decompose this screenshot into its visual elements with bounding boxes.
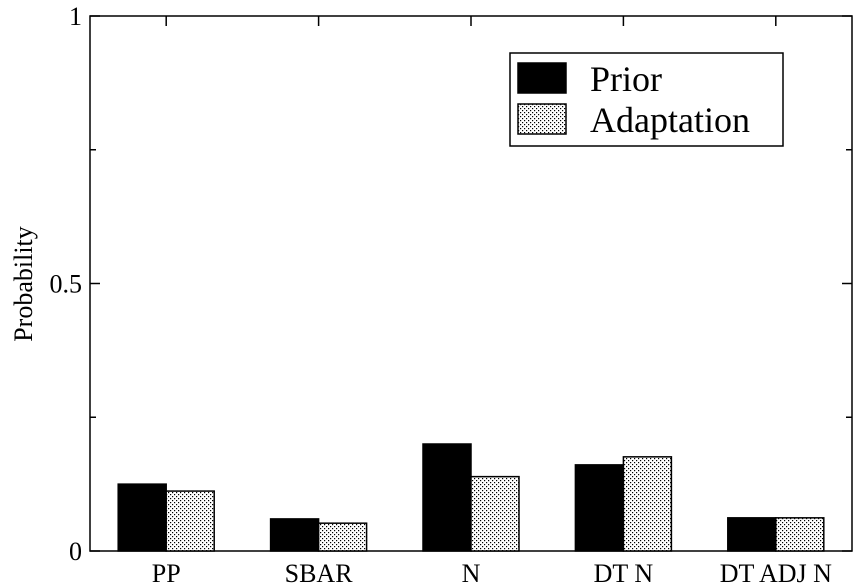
legend-label: Prior bbox=[590, 59, 662, 99]
bar-prior bbox=[117, 483, 167, 552]
bar-adaptation bbox=[165, 490, 215, 552]
x-tick-label: PP bbox=[152, 559, 181, 588]
y-tick-label: 0.5 bbox=[50, 270, 83, 299]
y-tick-label: 0 bbox=[69, 537, 82, 566]
y-axis: 00.51 bbox=[50, 2, 852, 566]
x-tick-label: DT N bbox=[594, 559, 654, 588]
bar-adaptation bbox=[470, 475, 520, 552]
bar-adaptation bbox=[622, 456, 673, 552]
bar-prior bbox=[269, 518, 320, 552]
legend-label: Adaptation bbox=[590, 100, 750, 140]
legend-swatch bbox=[517, 62, 567, 94]
bar-adaptation bbox=[775, 517, 825, 552]
y-axis-label: Probability bbox=[9, 226, 38, 342]
bar-prior bbox=[727, 517, 777, 552]
bar-adaptation bbox=[317, 522, 368, 552]
x-tick-label: N bbox=[462, 559, 481, 588]
bar-prior bbox=[574, 464, 625, 552]
x-tick-label: SBAR bbox=[285, 559, 354, 588]
bar-prior bbox=[422, 443, 472, 552]
bars bbox=[117, 443, 825, 552]
y-tick-label: 1 bbox=[69, 2, 82, 31]
x-tick-label: DT ADJ N bbox=[720, 559, 832, 588]
legend-swatch bbox=[517, 103, 567, 135]
